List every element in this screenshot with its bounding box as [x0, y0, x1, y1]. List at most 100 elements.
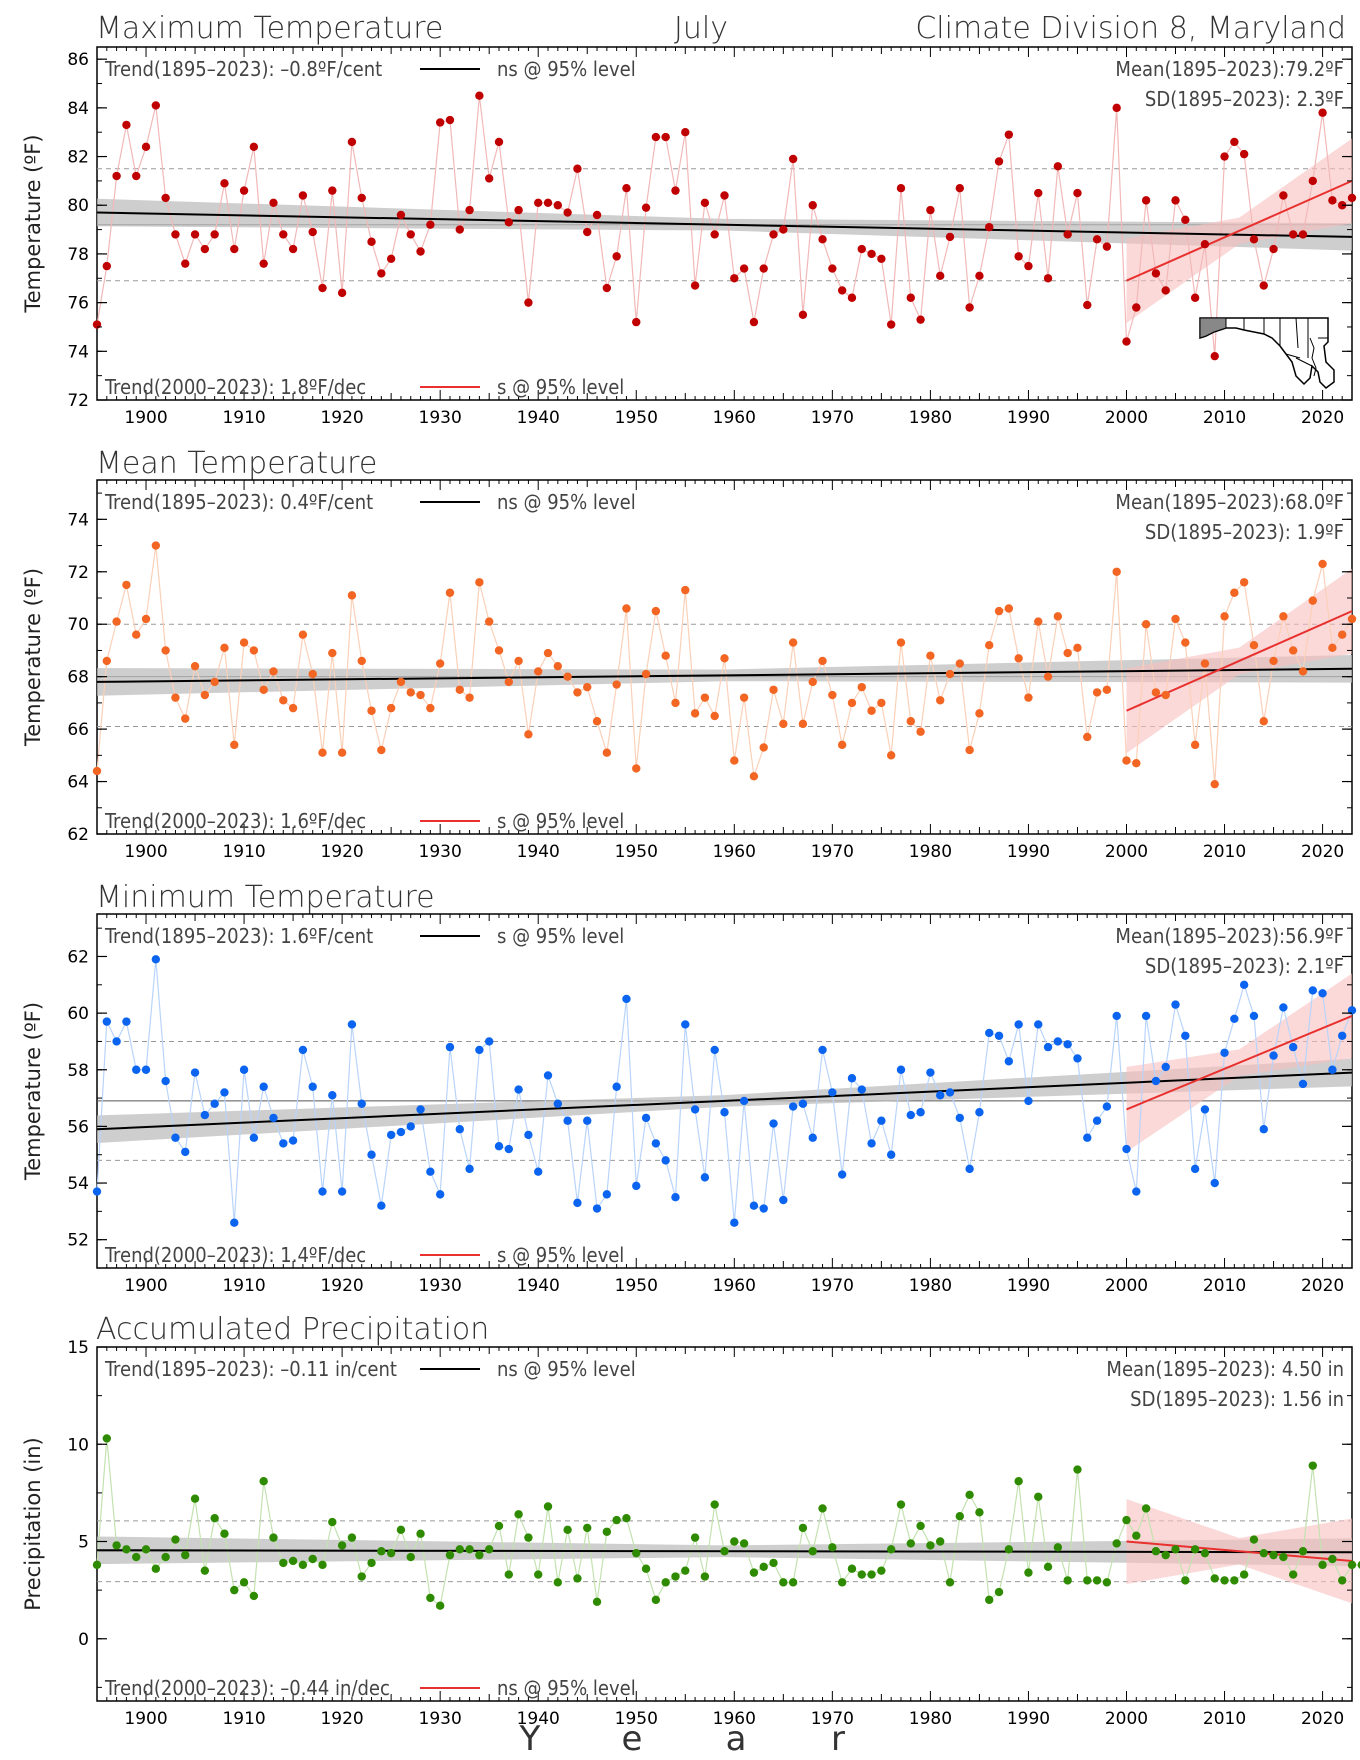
data-point: [916, 315, 925, 324]
y-tick-label: 68: [67, 668, 89, 688]
data-point: [690, 709, 700, 718]
x-axis-label-letter: e: [622, 1719, 643, 1759]
y-tick-label: 74: [67, 510, 89, 530]
x-tick-label: 1950: [615, 1276, 658, 1296]
x-tick-label: 1970: [811, 1276, 854, 1296]
data-point: [730, 1218, 739, 1227]
data-point: [475, 1550, 484, 1560]
data-point: [210, 230, 219, 239]
y-tick-label: 70: [67, 615, 89, 635]
y-tick-label: 62: [67, 947, 89, 967]
panel-title-min: Minimum Temperature: [96, 880, 435, 915]
data-point: [1239, 149, 1249, 159]
data-point: [1073, 188, 1082, 198]
max-temperature-panel: 72 74 76 78 80 82 84 86 1900 1910 1920 1930 1940 1950…: [21, 46, 1357, 428]
data-point: [1347, 1560, 1357, 1570]
mean-text: Mean(1895–2023):68.0ºF: [1115, 490, 1344, 514]
data-point: [965, 1164, 974, 1174]
data-point: [308, 227, 317, 237]
data-point: [386, 254, 396, 263]
data-point: [681, 1020, 690, 1029]
data-point: [916, 1108, 925, 1117]
data-point: [1122, 337, 1131, 346]
data-point: [1122, 1144, 1131, 1154]
x-tick-label: 1950: [615, 842, 658, 862]
data-point: [818, 656, 827, 666]
data-point: [1132, 759, 1141, 768]
data-point: [837, 1578, 847, 1587]
data-point: [367, 237, 376, 246]
y-axis-label: Temperature (ºF): [21, 1002, 45, 1181]
data-point: [181, 714, 190, 723]
data-point: [1034, 1020, 1043, 1029]
x-tick-label: 1980: [909, 1276, 952, 1296]
data-point: [132, 171, 141, 181]
short-trend-text: Trend(2000–2023): 1.8ºF/dec: [104, 375, 366, 399]
data-point: [1161, 1062, 1170, 1072]
y-axis-label: Temperature (ºF): [21, 134, 45, 313]
data-point: [1151, 688, 1161, 697]
data-point: [524, 1130, 533, 1140]
x-tick-label: 2000: [1105, 1276, 1148, 1296]
data-point: [386, 1130, 396, 1140]
data-point: [926, 1068, 935, 1077]
data-point: [475, 578, 484, 587]
data-point: [1298, 1547, 1308, 1556]
data-point: [445, 115, 455, 125]
y-tick-label: 82: [67, 148, 89, 168]
data-point: [1249, 1535, 1259, 1544]
x-axis-label-letter: r: [831, 1719, 845, 1759]
data-point: [1004, 130, 1014, 139]
data-point: [112, 617, 121, 626]
data-point: [328, 186, 337, 195]
data-point: [337, 288, 347, 298]
data-point: [1220, 1048, 1229, 1057]
data-point: [308, 1554, 317, 1564]
data-point: [455, 1545, 464, 1554]
data-point: [1239, 1570, 1249, 1579]
data-point: [1171, 1545, 1180, 1554]
data-point: [632, 1181, 641, 1191]
long-trend-significance: ns @ 95% level: [497, 490, 636, 514]
x-tick-label: 1930: [419, 408, 462, 428]
data-point: [279, 1558, 288, 1568]
data-point: [171, 1535, 180, 1544]
data-point: [190, 1068, 200, 1077]
data-point: [818, 1504, 827, 1513]
data-point: [426, 1167, 435, 1176]
data-point: [857, 682, 866, 692]
long-trend-text: Trend(1895–2023): 0.4ºF/cent: [104, 490, 373, 514]
data-point: [210, 1099, 219, 1108]
data-point: [798, 1099, 808, 1108]
data-point: [279, 230, 288, 239]
data-point: [975, 271, 984, 281]
x-tick-label: 1900: [124, 1709, 167, 1729]
data-point: [1014, 1477, 1023, 1486]
data-point: [583, 1523, 592, 1533]
data-point: [396, 1127, 406, 1137]
data-point: [151, 955, 161, 964]
data-point: [484, 174, 494, 183]
data-point: [808, 201, 817, 210]
data-point: [1004, 1057, 1014, 1066]
data-point: [1288, 1042, 1298, 1052]
data-point: [828, 264, 837, 273]
data-point: [553, 1578, 563, 1587]
data-point: [1034, 188, 1043, 198]
data-point: [406, 688, 415, 697]
x-tick-label: 1990: [1007, 1276, 1050, 1296]
data-point: [1171, 196, 1180, 205]
data-point: [1249, 641, 1259, 650]
data-point: [249, 1591, 259, 1601]
data-point: [730, 274, 739, 283]
data-point: [239, 186, 249, 195]
data-point: [906, 1110, 915, 1120]
data-point: [386, 703, 396, 713]
x-tick-label: 1940: [517, 1709, 560, 1729]
data-point: [377, 745, 386, 755]
long-trend-significance: s @ 95% level: [497, 924, 624, 948]
data-point: [1014, 252, 1023, 261]
x-tick-label: 1910: [222, 1709, 265, 1729]
data-point: [377, 269, 386, 278]
data-point: [994, 606, 1004, 616]
